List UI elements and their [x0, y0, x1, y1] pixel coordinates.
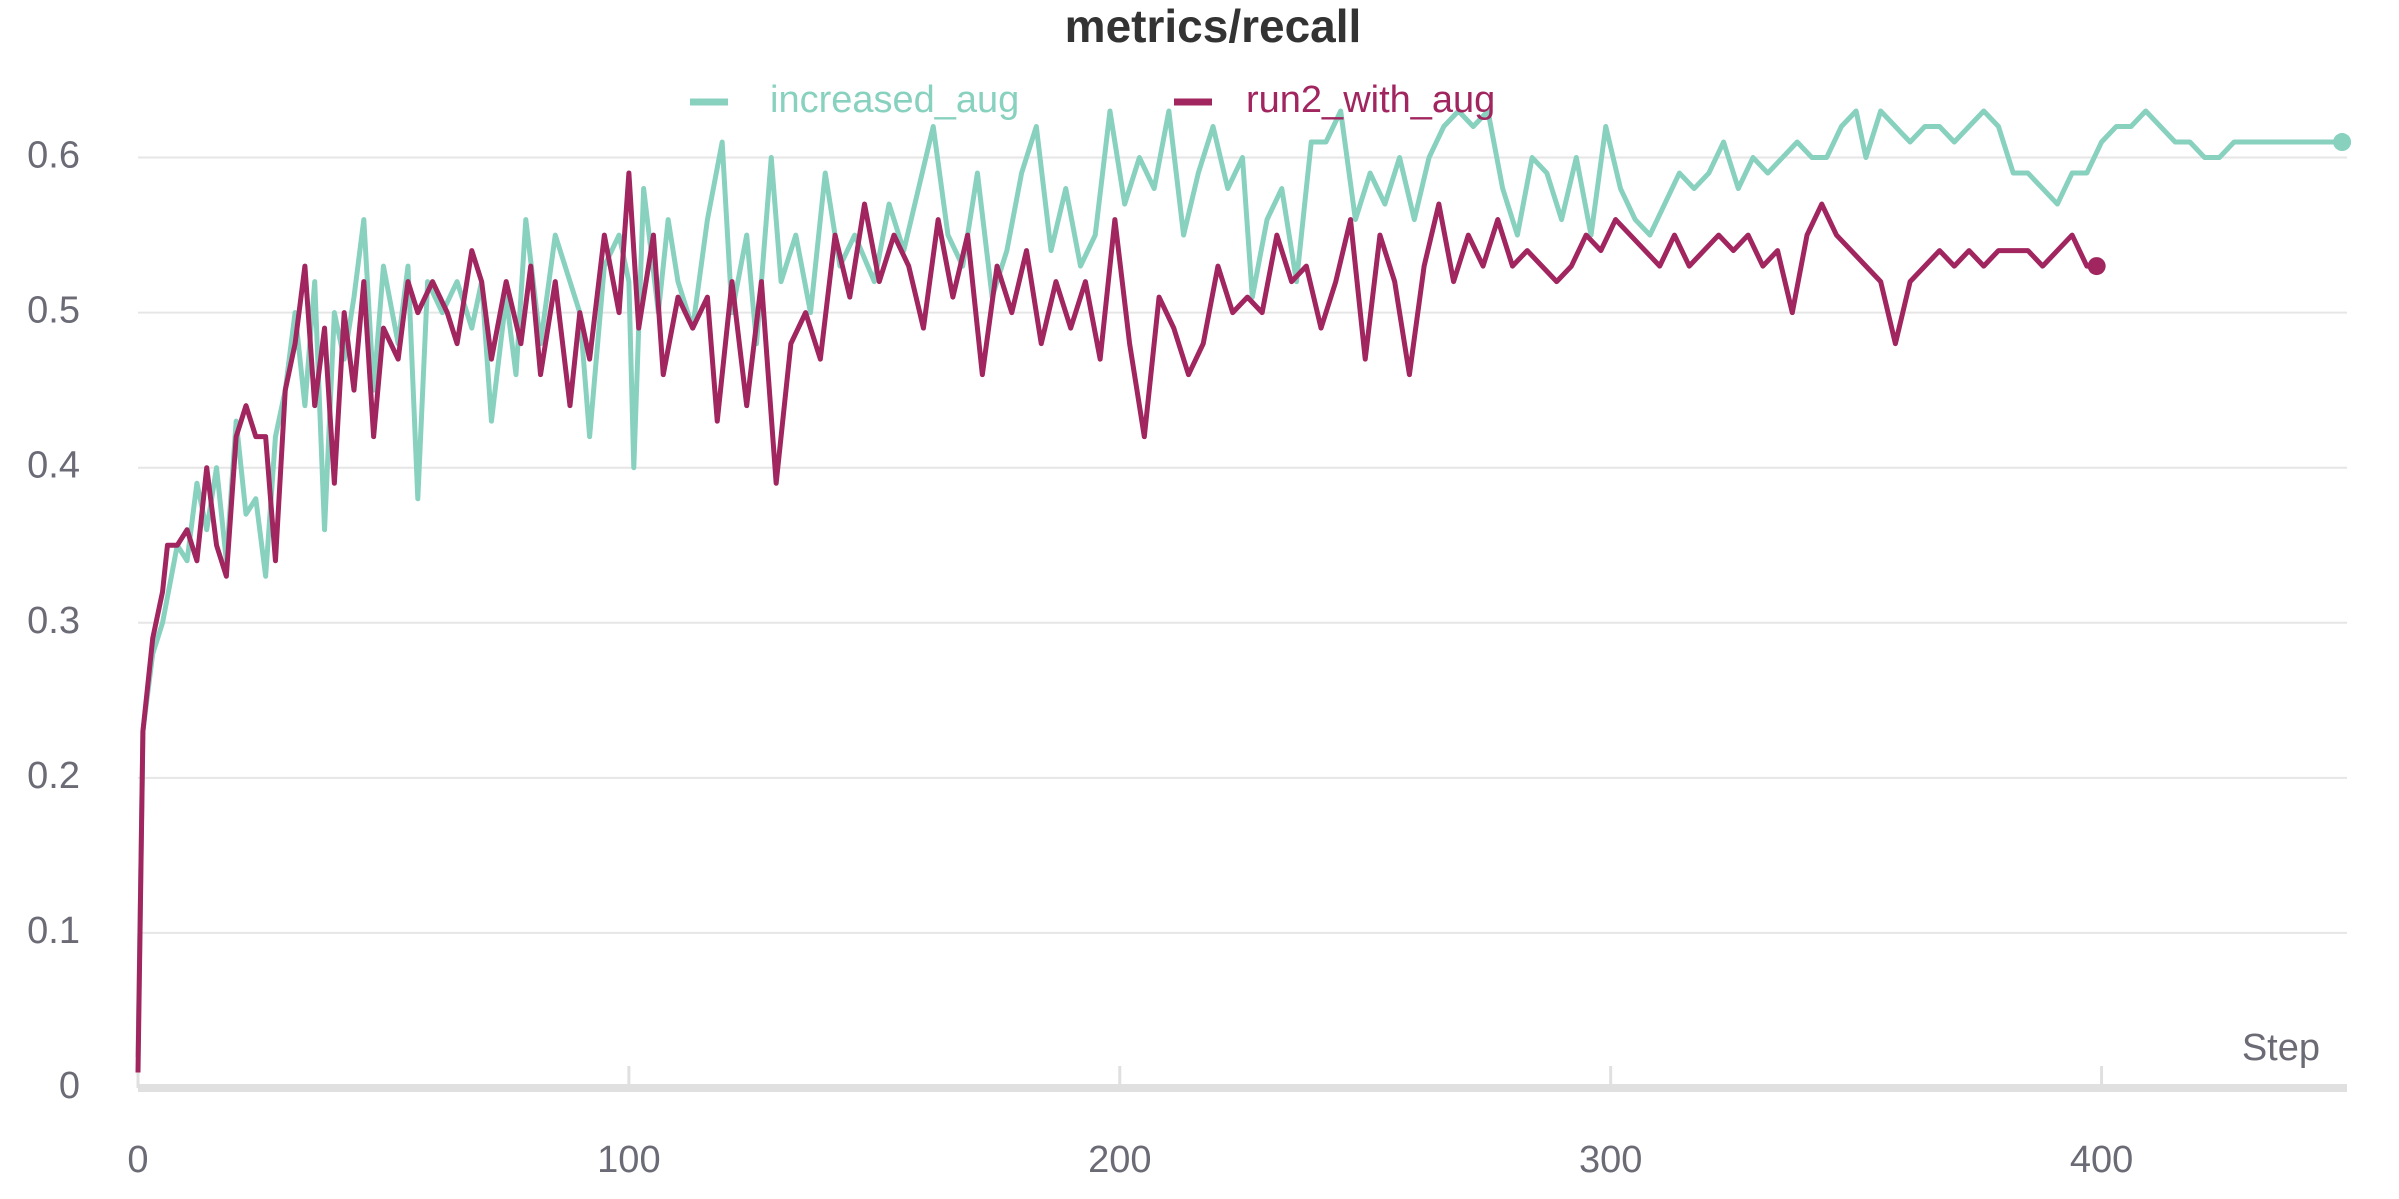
y-tick-label: 0.3: [27, 600, 80, 642]
legend-label: increased_aug: [770, 79, 1019, 121]
x-axis-label: Step: [2242, 1027, 2320, 1069]
x-tick-label: 300: [1579, 1139, 1642, 1181]
end-point: [2087, 257, 2106, 276]
y-tick-label: 0.1: [27, 910, 80, 952]
series-line: [135, 170, 2097, 1073]
x-tick-label: 400: [2070, 1139, 2133, 1181]
legend-label: run2_with_aug: [1246, 79, 1495, 121]
y-tick-label: 0.5: [27, 290, 80, 332]
chart-title: metrics/recall: [1065, 0, 1362, 52]
y-tick-label: 0.2: [27, 755, 80, 797]
end-point: [2333, 133, 2352, 152]
x-tick-label: 100: [597, 1139, 660, 1181]
y-tick-label: 0.6: [27, 135, 80, 177]
y-tick-label: 0.4: [27, 445, 80, 487]
x-tick-label: 200: [1088, 1139, 1151, 1181]
y-tick-label: 0: [59, 1065, 80, 1107]
series-line: [135, 108, 2343, 1058]
x-tick-label: 0: [127, 1139, 148, 1181]
